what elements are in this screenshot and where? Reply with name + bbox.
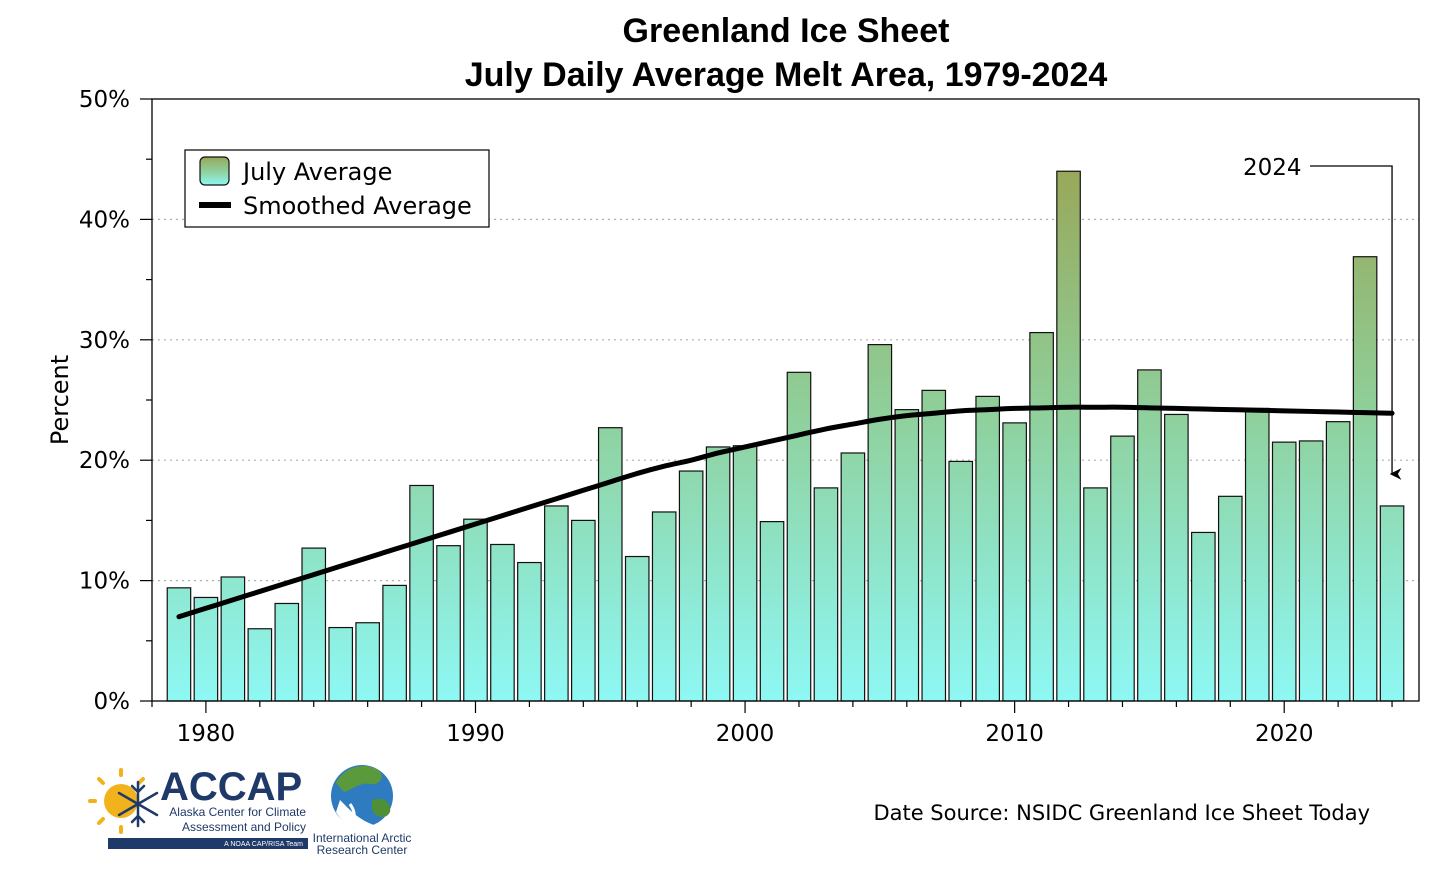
bar-1999 <box>705 446 731 702</box>
y-axis-label: Percent <box>46 355 74 445</box>
accap-tagline: A NOAA CAP/RISA Team <box>224 841 303 848</box>
y-tick-label-0: 0% <box>94 689 131 715</box>
bar-2012 <box>1056 170 1081 702</box>
legend-box <box>184 149 490 228</box>
bar-1997 <box>651 511 677 702</box>
y-tick-label-20: 20% <box>79 448 130 474</box>
bar-1995 <box>597 427 623 702</box>
y-tick-label-30: 30% <box>79 328 130 354</box>
bar-1987 <box>382 584 407 702</box>
iarc-line2: Research Center <box>317 843 408 857</box>
smoothed-average-line <box>176 404 1395 620</box>
bar-2006 <box>894 409 920 702</box>
bar-1996 <box>624 555 650 702</box>
x-tick-label-2020: 2020 <box>1255 721 1314 747</box>
bar-1985 <box>328 626 354 702</box>
bar-1983 <box>274 602 300 702</box>
accap-logo: ACCAP Alaska Center for Climate Assessme… <box>88 765 308 849</box>
chart-subtitle: July Daily Average Melt Area, 1979-2024 <box>465 56 1108 94</box>
globe-icon <box>331 765 393 830</box>
bar-1982 <box>247 628 273 702</box>
x-tick-label-2010: 2010 <box>985 721 1044 747</box>
bar-2007 <box>921 389 947 702</box>
bar-1979 <box>166 587 192 702</box>
bar-2017 <box>1191 531 1216 702</box>
bar-2004 <box>840 452 866 702</box>
bar-2023 <box>1352 256 1378 702</box>
annotation-2024: 2024 <box>1243 155 1402 480</box>
legend-label-smoothed-average: Smoothed Average <box>243 192 472 220</box>
accap-wordmark: ACCAP <box>160 765 302 809</box>
bar-2013 <box>1083 487 1108 702</box>
bar-2011 <box>1029 331 1054 702</box>
legend-label-july-average: July Average <box>241 158 392 186</box>
annotation-arrow <box>1310 165 1402 480</box>
bar-2010 <box>1002 422 1027 702</box>
bar-2002 <box>786 371 812 702</box>
bar-2009 <box>975 395 1001 702</box>
bar-1998 <box>678 470 704 702</box>
bar-1988 <box>409 484 434 702</box>
bar-1991 <box>490 543 515 702</box>
bar-2021 <box>1298 440 1324 702</box>
annotation-label: 2024 <box>1243 155 1302 181</box>
sun-snowflake-icon <box>88 768 159 834</box>
bar-1994 <box>570 519 596 702</box>
bar-2020 <box>1271 441 1297 702</box>
iarc-logo: International Arctic Research Center <box>313 765 412 857</box>
iarc-line1: International Arctic <box>313 831 412 845</box>
accap-tagline-bar <box>108 838 308 849</box>
bar-2016 <box>1164 413 1189 702</box>
x-axis: 1980 1990 2000 2010 2020 <box>151 701 1393 747</box>
bar-2005 <box>867 344 893 702</box>
y-tick-label-50: 50% <box>79 87 130 113</box>
bar-1993 <box>544 505 569 702</box>
bar-1989 <box>436 545 461 702</box>
bar-2019 <box>1244 407 1270 702</box>
y-tick-label-40: 40% <box>79 207 130 233</box>
bar-1990 <box>463 518 488 702</box>
bar-2001 <box>759 521 785 702</box>
smoothed-line-group <box>176 404 1395 620</box>
legend: July Average Smoothed Average <box>184 149 490 228</box>
bar-2008 <box>948 460 974 702</box>
bar-2015 <box>1137 369 1162 702</box>
y-tick-label-10: 10% <box>79 569 130 595</box>
bar-1986 <box>355 622 380 702</box>
bar-2000 <box>732 445 758 702</box>
legend-swatch-july-average <box>199 156 230 186</box>
y-axis: 0% 10% 20% 30% 40% 50% <box>79 87 152 715</box>
source-note: Date Source: NSIDC Greenland Ice Sheet T… <box>873 801 1370 825</box>
x-tick-label-2000: 2000 <box>716 721 775 747</box>
bar-1992 <box>517 561 542 702</box>
bar-2018 <box>1217 495 1243 702</box>
bar-2003 <box>813 487 839 702</box>
chart-title: Greenland Ice Sheet <box>623 12 950 50</box>
bar-2022 <box>1325 421 1351 702</box>
x-tick-label-1990: 1990 <box>446 721 505 747</box>
accap-line2: Assessment and Policy <box>182 820 306 834</box>
bar-2024 <box>1379 505 1405 702</box>
bars <box>166 170 1405 702</box>
accap-line1: Alaska Center for Climate <box>169 805 306 819</box>
x-tick-label-1980: 1980 <box>177 721 236 747</box>
bar-2014 <box>1110 435 1135 702</box>
